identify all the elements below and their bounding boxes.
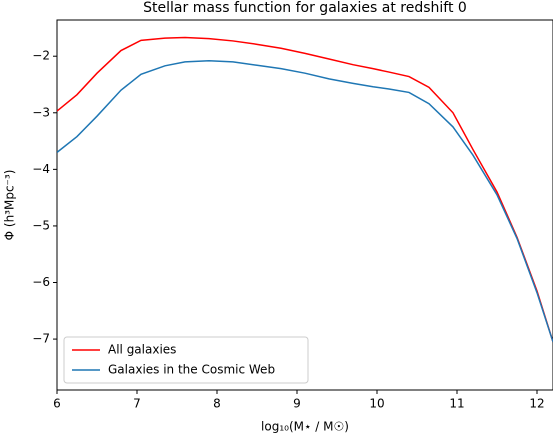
y-tick-label: −5 — [32, 218, 50, 232]
plot-area — [57, 36, 553, 343]
plot-frame — [56, 19, 553, 391]
x-tick-label: 8 — [213, 397, 221, 411]
chart-title: Stellar mass function for galaxies at re… — [143, 0, 467, 16]
x-tick-label: 9 — [293, 397, 301, 411]
legend-label: Galaxies in the Cosmic Web — [108, 363, 275, 377]
y-axis-label: Φ (h³Mpc⁻³) — [3, 170, 17, 241]
y-tick-label: −4 — [32, 162, 50, 176]
x-axis-label: log₁₀(M⋆ / M☉) — [261, 420, 349, 434]
x-tick-label: 12 — [529, 397, 544, 411]
legend-box — [63, 336, 309, 384]
x-tick-label: 10 — [369, 397, 384, 411]
line — [57, 36, 553, 343]
y-tick-label: −7 — [32, 332, 50, 346]
x-tick-label: 6 — [53, 397, 61, 411]
y-tick-label: −2 — [32, 49, 50, 63]
line — [57, 59, 553, 343]
x-tick-label: 11 — [449, 397, 464, 411]
x-tick-label: 7 — [133, 397, 141, 411]
y-tick-label: −6 — [32, 275, 50, 289]
legend-label: All galaxies — [108, 343, 176, 357]
y-tick-label: −3 — [32, 105, 50, 119]
